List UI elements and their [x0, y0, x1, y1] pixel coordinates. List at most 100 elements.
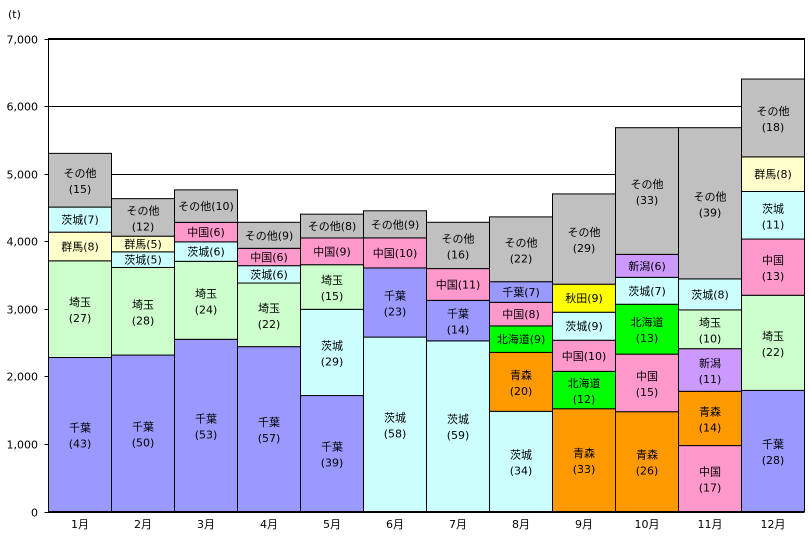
x-tick-label: 10月 [635, 518, 660, 531]
segment-label: 千葉(7) [502, 285, 540, 299]
bar-segment [741, 294, 805, 391]
bar-segment [300, 395, 364, 512]
segment-label-name: 北海道 [568, 376, 601, 390]
segment-label-name: 埼玉 [699, 315, 721, 329]
segment-label-name: その他 [568, 226, 601, 239]
bar-segment [48, 260, 112, 359]
segment-label-share: (59) [447, 429, 470, 442]
segment-label: 群馬(8) [754, 167, 792, 181]
bar-2月: 千葉 (50) 埼玉 (28) 茨城(5) 群馬(5) その他 (12) [111, 198, 175, 512]
segment-label-share: (27) [69, 312, 92, 325]
bar-segment [552, 193, 616, 285]
segment-label: その他(10) [178, 200, 234, 213]
bar-segment [741, 156, 805, 192]
segment-label-name: その他 [127, 204, 160, 217]
segment-label-share: (58) [384, 427, 407, 440]
segment-label-name: 中国 [699, 466, 721, 479]
segment-label-share: (39) [699, 206, 722, 219]
segment-label: その他(9) [245, 229, 294, 242]
bar-segment [552, 339, 616, 372]
segment-label-name: その他 [442, 232, 475, 245]
segment-label: その他(9) [371, 218, 420, 231]
segment-label-share: (50) [132, 436, 155, 449]
bar-segment [300, 264, 364, 310]
segment-label-name: 埼玉 [321, 273, 343, 287]
bar-segment [678, 127, 742, 280]
segment-label-share: (29) [573, 242, 596, 255]
segment-label: 中国(10) [373, 247, 418, 260]
segment-label-share: (14) [447, 324, 470, 337]
segment-label: 茨城(8) [691, 287, 729, 301]
segment-label: 群馬(8) [61, 239, 99, 253]
segment-label-name: 埼玉 [258, 301, 280, 315]
segment-label-name: 青森 [510, 368, 532, 382]
x-tick-label: 3月 [197, 518, 215, 531]
segment-label: 中国(11) [436, 278, 481, 291]
segment-label-name: 茨城 [762, 201, 784, 215]
segment-label-name: 埼玉 [132, 297, 154, 311]
segment-label: 中国(10) [562, 350, 607, 363]
y-axis-unit-label: (t) [8, 8, 21, 21]
bar-segment [741, 238, 805, 296]
bar-segment [489, 351, 553, 412]
y-axis-ticks: 0 1,000 2,000 3,000 4,000 5,000 6,000 7,000 [7, 34, 49, 520]
segment-label-share: (57) [258, 432, 281, 445]
segment-label-name: 新潟 [699, 356, 721, 370]
bar-segment [48, 357, 112, 512]
segment-label-share: (43) [69, 438, 92, 451]
segment-label: 茨城(9) [565, 319, 603, 333]
segment-label: 中国(6) [187, 226, 225, 239]
segment-label-share: (13) [762, 270, 785, 283]
bar-segment [237, 221, 301, 249]
bar-segment [615, 353, 679, 413]
segment-label-name: その他 [505, 236, 538, 249]
segment-label: 中国(8) [502, 308, 540, 321]
segment-label-share: (28) [762, 454, 785, 467]
x-tick-label: 6月 [386, 518, 404, 531]
segment-label-name: 埼玉 [69, 295, 91, 309]
bar-segment [237, 346, 301, 512]
x-tick-label: 1月 [71, 518, 89, 531]
segment-label-name: 千葉 [384, 289, 406, 303]
segment-label: 新潟(6) [628, 259, 666, 273]
segment-label-name: 埼玉 [762, 329, 784, 343]
y-tick-label: 0 [31, 507, 38, 520]
segment-label-share: (20) [510, 385, 533, 398]
segment-label-name: その他 [631, 178, 664, 191]
segment-label-share: (22) [258, 318, 281, 331]
segment-label: 茨城(7) [628, 284, 666, 298]
bar-segment [300, 237, 364, 266]
segment-label-name: 茨城 [321, 338, 343, 352]
bar-segment [174, 260, 238, 340]
bar-segment [111, 354, 175, 512]
segment-label-share: (22) [510, 252, 533, 265]
segment-label-name: 北海道 [631, 315, 664, 329]
segment-label: 茨城(5) [124, 253, 162, 267]
segment-label-share: (11) [762, 218, 785, 231]
segment-label-share: (15) [321, 290, 344, 303]
segment-label-name: 千葉 [69, 421, 91, 435]
y-tick-label: 1,000 [7, 439, 39, 452]
segment-label-share: (34) [510, 464, 533, 477]
x-tick-label: 4月 [260, 518, 278, 531]
bar-segment [741, 190, 805, 240]
x-tick-label: 2月 [134, 518, 152, 531]
segment-label-share: (15) [69, 183, 92, 196]
segment-label-name: 千葉 [195, 411, 217, 425]
bar-9月: 青森 (33) 北海道 (12) 中国(10) 茨城(9) 秋田(9) その他 (29) [552, 193, 616, 512]
bar-4月: 千葉 (57) 埼玉 (22) 茨城(6) 中国(6) その他(9) [237, 221, 301, 512]
y-tick-label: 5,000 [7, 169, 39, 182]
bar-segment [552, 283, 616, 313]
segment-label-name: その他 [757, 105, 790, 118]
bar-6月: 茨城 (58) 千葉 (23) 中国(10) その他(9) [363, 210, 427, 512]
segment-label: 茨城(6) [187, 245, 225, 259]
segment-label: 群馬(5) [124, 237, 162, 251]
bar-segment [426, 221, 490, 270]
bar-segment [615, 303, 679, 355]
x-tick-label: 12月 [761, 518, 786, 531]
segment-label-share: (12) [132, 220, 155, 233]
bar-segment [615, 127, 679, 255]
segment-label-name: 茨城 [510, 447, 532, 461]
bar-5月: 千葉 (39) 茨城 (29) 埼玉 (15) 中国(9) その他(8) [300, 213, 364, 512]
bar-segment [552, 370, 616, 410]
